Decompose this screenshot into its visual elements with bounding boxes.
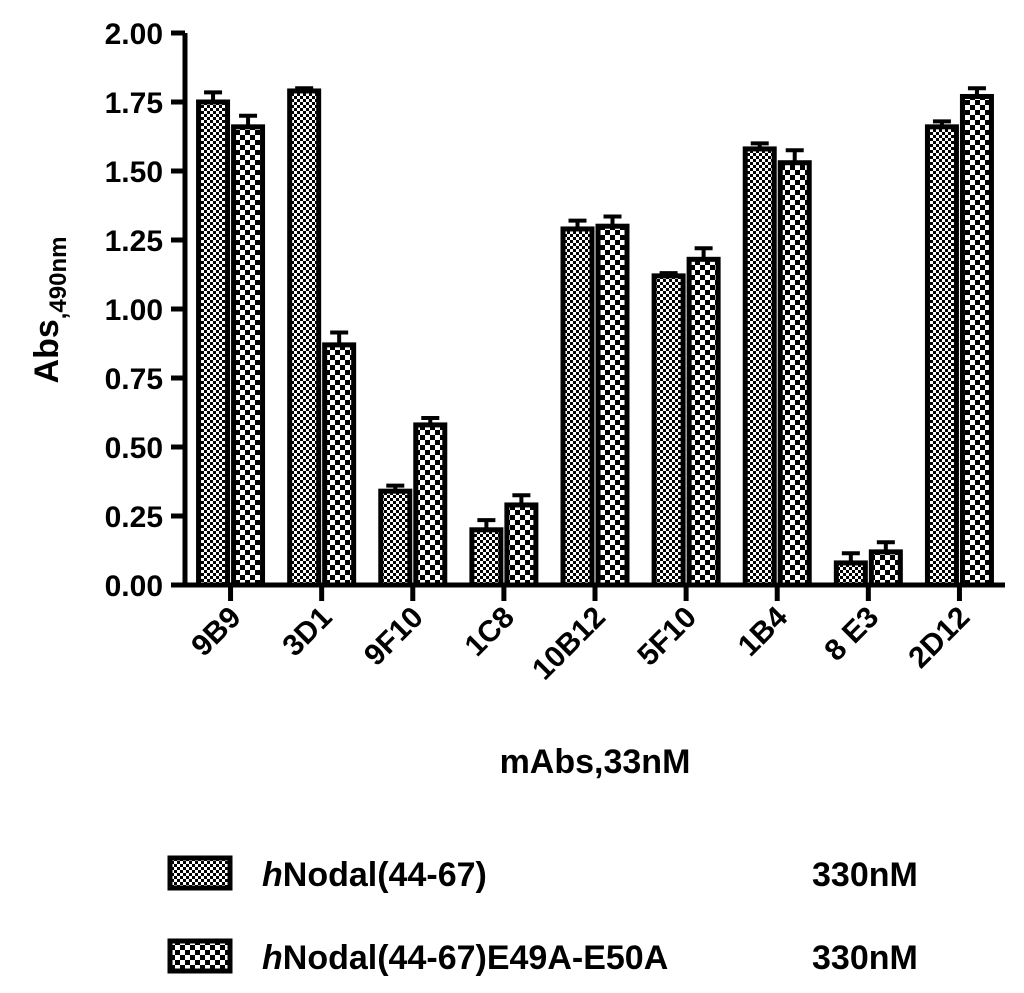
bar [924, 124, 959, 588]
bar [686, 256, 721, 588]
bar [777, 160, 812, 588]
legend-suffix-series-1: 330nM [812, 856, 918, 894]
y-tick-label: 1.00 [105, 294, 163, 327]
legend-item: hNodal(44-67) 330nM [167, 855, 918, 894]
y-axis-title-subscript: ,490nm [45, 237, 72, 320]
x-tick-label: 5F10 [631, 601, 703, 673]
bar [651, 273, 686, 588]
x-axis [185, 582, 1005, 601]
legend-swatch-series-1 [167, 855, 233, 891]
x-tick-label: 3D1 [276, 601, 338, 663]
bar [595, 223, 630, 588]
x-axis-title: mAbs,33nM [500, 743, 691, 781]
y-tick-label: 0.50 [105, 432, 163, 465]
bar [287, 88, 322, 588]
bar [560, 226, 595, 588]
bar [833, 560, 868, 588]
y-tick-label: 1.50 [105, 156, 163, 189]
x-tick-label: 9F10 [358, 601, 430, 673]
y-tick-label: 2.00 [105, 18, 163, 51]
bar [742, 146, 777, 588]
legend-item: hNodal(44-67)E49A-E50A 330nM [167, 938, 918, 977]
y-axis-title-main: Abs [28, 319, 66, 383]
bar [959, 93, 994, 588]
y-axis: 0.00 0.25 0.50 0.75 1.00 1.25 1.50 1.75 2.00 [105, 18, 188, 603]
legend-label-series-1: hNodal(44-67) [262, 856, 487, 894]
y-tick-label: 1.25 [105, 225, 163, 258]
y-axis-title: Abs,490nm [28, 237, 72, 384]
y-tick-label: 0.75 [105, 363, 163, 396]
x-tick-label: 9B9 [185, 601, 247, 663]
bar [196, 99, 231, 588]
bar [322, 342, 357, 588]
legend-label-italic: h [262, 939, 283, 977]
bar [504, 502, 539, 588]
y-tick-label: 0.25 [105, 501, 163, 534]
bar [469, 527, 504, 588]
legend-label-rest: Nodal(44-67)E49A-E50A [283, 939, 668, 977]
bars [196, 86, 994, 588]
x-tick-label: 2D12 [902, 601, 976, 675]
x-tick-label: 8 E3 [818, 601, 885, 668]
legend: hNodal(44-67) 330nM hNodal(44-67)E49A-E5… [167, 855, 918, 977]
legend-label-rest: Nodal(44-67) [283, 856, 487, 894]
category-labels: 9B9 3D1 9F10 1C8 10B12 5F10 1B4 8 E3 2D12 [185, 600, 976, 686]
legend-swatch-series-2 [167, 938, 233, 974]
y-tick-label: 1.75 [105, 87, 163, 120]
bar [868, 549, 903, 588]
legend-label-italic: h [262, 856, 283, 894]
legend-label-series-2: hNodal(44-67)E49A-E50A [262, 939, 668, 977]
y-tick-label: 0.00 [105, 570, 163, 603]
x-tick-label: 1C8 [459, 601, 521, 663]
bar [231, 124, 266, 588]
bar [378, 488, 413, 588]
x-tick-label: 1B4 [732, 600, 794, 662]
legend-suffix-series-2: 330nM [812, 939, 918, 977]
x-tick-label: 10B12 [526, 601, 612, 687]
bar [413, 422, 448, 588]
